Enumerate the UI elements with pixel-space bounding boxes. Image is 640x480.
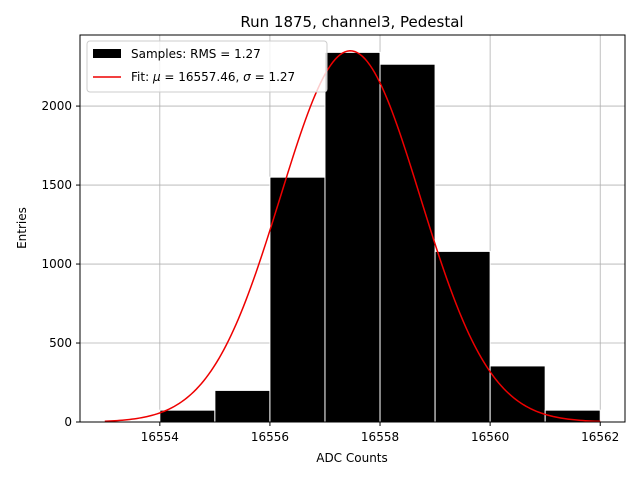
histogram-bars [104,51,601,423]
legend-swatch-samples [93,49,121,58]
y-axis-label: Entries [15,207,29,249]
y-tick-label: 1000 [41,257,72,271]
x-axis-label: ADC Counts [316,451,388,465]
fit-curve-group [104,50,601,423]
legend-label-samples: Samples: RMS = 1.27 [131,47,261,61]
x-tick-label: 16558 [361,430,399,444]
y-tick-label: 1500 [41,178,72,192]
histogram-bar [379,63,436,423]
y-tick-label: 500 [49,336,72,350]
x-axis-ticks: 16554 16556 16558 16560 16562 [141,422,619,444]
y-tick-label: 0 [64,415,72,429]
legend-label-fit: Fit: μ = 16557.46, σ = 1.27 [131,70,295,84]
legend-frame [86,40,328,93]
y-tick-label: 2000 [41,99,72,113]
x-tick-label: 16554 [141,430,179,444]
legend: Samples: RMS = 1.27 Fit: μ = 16557.46, σ… [86,40,328,93]
chart-title: Run 1875, channel3, Pedestal [240,13,463,31]
histogram-bar [214,389,271,423]
histogram-bar [269,176,326,423]
histogram-bar [489,365,546,423]
histogram-bar [434,250,491,423]
fit-curve [104,50,601,423]
x-tick-label: 16560 [471,430,509,444]
x-tick-label: 16562 [581,430,619,444]
histogram-bar [324,51,381,423]
plot-frame [79,34,626,423]
histogram-bar [159,409,216,423]
x-tick-label: 16556 [251,430,289,444]
y-axis-ticks: 0 500 1000 1500 2000 [41,99,80,429]
